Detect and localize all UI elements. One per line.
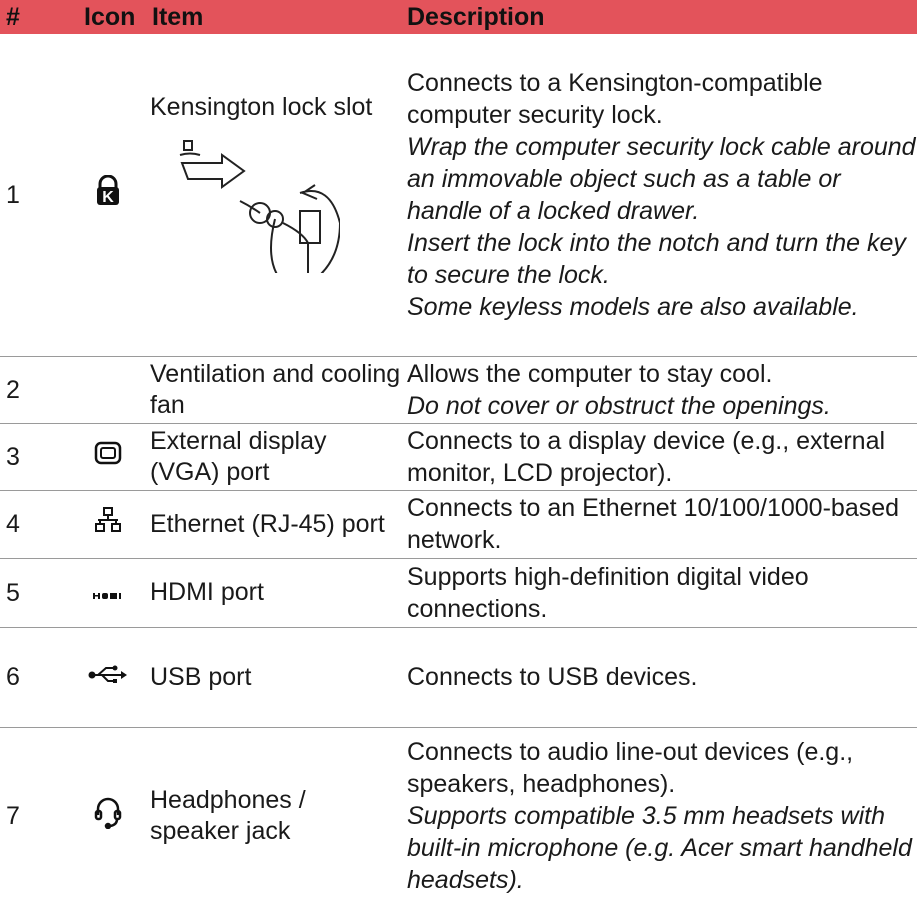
description-text: Connects to USB devices.	[407, 663, 698, 691]
description: Supports high-definition digital video c…	[401, 558, 917, 628]
row: 4 Ethernet (RJ-45) port Connects to an E…	[0, 490, 917, 559]
icon-cell	[70, 727, 146, 904]
usb-icon	[88, 665, 127, 683]
number: 1	[0, 34, 70, 357]
icon-cell	[70, 356, 146, 424]
item-cell: Kensington lock slot	[146, 34, 401, 357]
item: Ventilation and cooling fan	[146, 356, 401, 424]
row: 7 Headphones / speaker jack Connects to …	[0, 727, 917, 904]
icon-cell	[70, 423, 146, 491]
item: External display (VGA) port	[146, 423, 401, 491]
header-cell: #	[0, 0, 70, 34]
lock-illustration	[179, 140, 342, 284]
description-text: Connects to audio line-out devices (e.g.…	[407, 737, 854, 798]
item: USB port	[146, 627, 401, 728]
item: Kensington lock slot	[150, 93, 373, 121]
description: Connects to a display device (e.g., exte…	[401, 423, 917, 491]
header-cell: Icon	[70, 0, 146, 34]
note: Insert the lock into the notch and turn …	[407, 228, 906, 289]
number: 2	[0, 356, 70, 424]
note: Some keyless models are also available.	[407, 292, 859, 321]
item: Headphones / speaker jack	[150, 785, 306, 845]
description-text: Connects to an Ethernet 10/100/1000-base…	[407, 494, 900, 554]
number: 3	[0, 423, 70, 491]
row: 1 K Kensington lock slot Connects to a K…	[0, 34, 917, 357]
note: Supports compatible 3.5 mm headsets with…	[407, 801, 912, 894]
row: 6 USB port Connects to USB devices.	[0, 627, 917, 728]
description: Connects to an Ethernet 10/100/1000-base…	[401, 490, 917, 559]
headphone-icon	[94, 797, 122, 829]
item: HDMI port	[146, 558, 401, 628]
icon-cell	[70, 490, 146, 559]
row: 5 HDMI port Supports high-definition dig…	[0, 558, 917, 628]
description-text: Connects to a display device (e.g., exte…	[407, 426, 886, 487]
ethernet-icon	[95, 507, 121, 532]
item: Ethernet (RJ-45) port	[146, 490, 401, 559]
note: Do not cover or obstruct the openings.	[407, 391, 831, 420]
icon-cell	[70, 558, 146, 628]
header-cell: Description	[401, 0, 917, 34]
description: Connects to a Kensington-compatible comp…	[401, 34, 917, 357]
number: 4	[0, 490, 70, 559]
description: Allows the computer to stay cool. Do not …	[401, 356, 917, 424]
row: 3 External display (VGA) port Connects t…	[0, 423, 917, 491]
description-text: Supports high-definition digital video c…	[407, 562, 809, 623]
description: Connects to audio line-out devices (e.g.…	[401, 727, 917, 904]
vga-icon	[94, 441, 122, 464]
svg-text:K: K	[102, 189, 114, 206]
number: 7	[6, 801, 20, 830]
description: Connects to USB devices.	[401, 627, 917, 728]
description-text: Allows the computer to stay cool.	[407, 359, 773, 388]
number: 5	[0, 558, 70, 628]
header-cell: Item	[146, 0, 401, 34]
header-row: # Icon Item Description	[0, 0, 917, 34]
icon-cell: K	[70, 34, 146, 357]
row: 2 Ventilation and cooling fan Allows the…	[0, 356, 917, 424]
number: 6	[0, 627, 70, 728]
note: Wrap the computer security lock cable ar…	[407, 132, 916, 225]
hdmi-icon	[93, 592, 121, 599]
description-text: Connects to a Kensington-compatible comp…	[407, 68, 823, 129]
icon-cell	[70, 627, 146, 728]
kensington-icon: K	[97, 174, 119, 206]
